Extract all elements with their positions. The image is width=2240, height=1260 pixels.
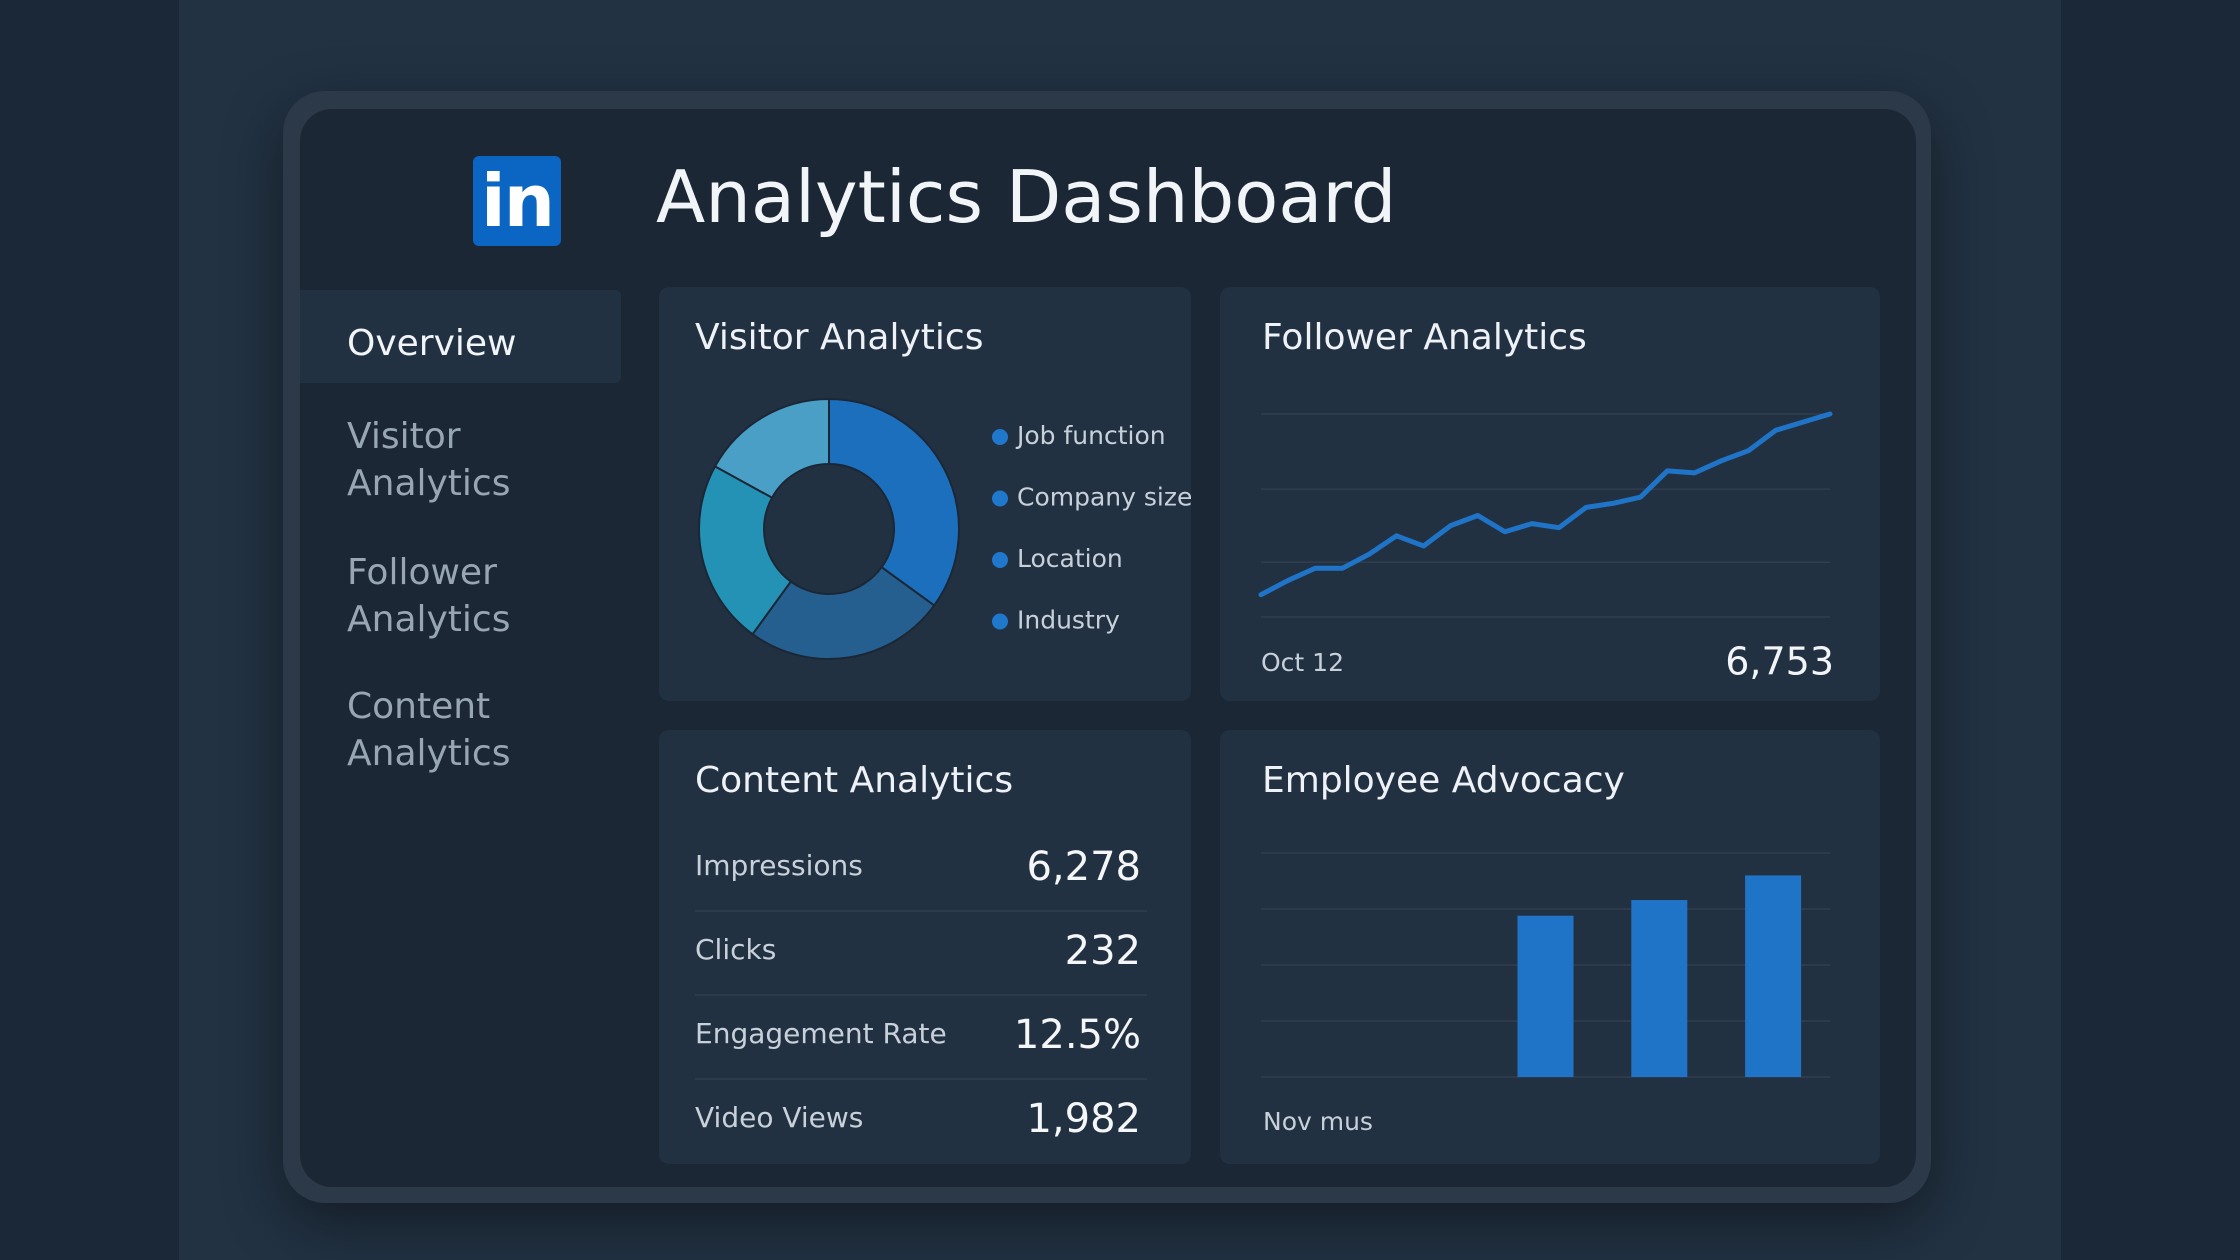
bar xyxy=(1631,900,1688,1077)
donut-segment xyxy=(698,465,793,636)
line-chart: Oct 12 6,753 xyxy=(1258,411,1834,684)
value-label: 6,753 xyxy=(1725,640,1834,684)
card-title: Employee Advocacy xyxy=(1262,760,1625,801)
row-value: 6,278 xyxy=(1026,844,1141,890)
card-title: Content Analytics xyxy=(695,760,1014,801)
legend-label: Job function xyxy=(1015,421,1166,450)
donut-chart: Job function Company size Location Industry xyxy=(698,397,1191,660)
donut-segment xyxy=(713,397,830,500)
donut-segment xyxy=(751,565,936,660)
line-series xyxy=(1258,411,1833,598)
card-title: Visitor Analytics xyxy=(695,317,984,358)
legend-label: Company size xyxy=(1017,483,1191,512)
bar-chart: Nov mus xyxy=(1261,852,1830,1136)
nav-highlight xyxy=(300,290,621,383)
nav-item[interactable]: Overview xyxy=(347,323,517,364)
row-label: Clicks xyxy=(695,933,776,966)
bar xyxy=(1745,875,1802,1077)
page-title: Analytics Dashboard xyxy=(656,155,1397,239)
stats-table: Impressions 6,278 Clicks 232 Engagement Rate… xyxy=(695,844,1147,1142)
nav-item[interactable]: Visitor Analytics xyxy=(347,416,511,504)
logo: in xyxy=(473,156,561,246)
visitor-card: Visitor Analytics Job function Company si… xyxy=(659,287,1191,701)
nav-item[interactable]: Follower Analytics xyxy=(347,552,511,640)
x-label: Nov mus xyxy=(1263,1107,1373,1136)
row-value: 1,982 xyxy=(1026,1096,1141,1142)
advocacy-card: Employee Advocacy Nov mus xyxy=(1220,730,1880,1164)
bar xyxy=(1517,915,1574,1077)
legend-dot xyxy=(992,552,1008,568)
content-card: Content Analytics Impressions 6,278 Clicks… xyxy=(659,730,1191,1164)
legend-dot xyxy=(992,613,1008,630)
row-value: 232 xyxy=(1065,928,1141,974)
follower-card: Follower Analytics Oct 12 6,753 xyxy=(1220,287,1880,701)
nav-item[interactable]: Content Analytics xyxy=(347,686,511,774)
legend-label: Location xyxy=(1017,544,1123,573)
legend-dot xyxy=(992,490,1008,507)
row-label: Impressions xyxy=(695,849,863,882)
row-value: 12.5% xyxy=(1014,1012,1141,1058)
row-label: Engagement Rate xyxy=(695,1017,947,1050)
x-label: Oct 12 xyxy=(1261,648,1344,677)
legend-dot xyxy=(992,429,1008,445)
card-title: Follower Analytics xyxy=(1262,317,1587,358)
legend-label: Industry xyxy=(1017,606,1120,635)
row-label: Video Views xyxy=(695,1101,863,1134)
donut-segment xyxy=(828,397,960,607)
